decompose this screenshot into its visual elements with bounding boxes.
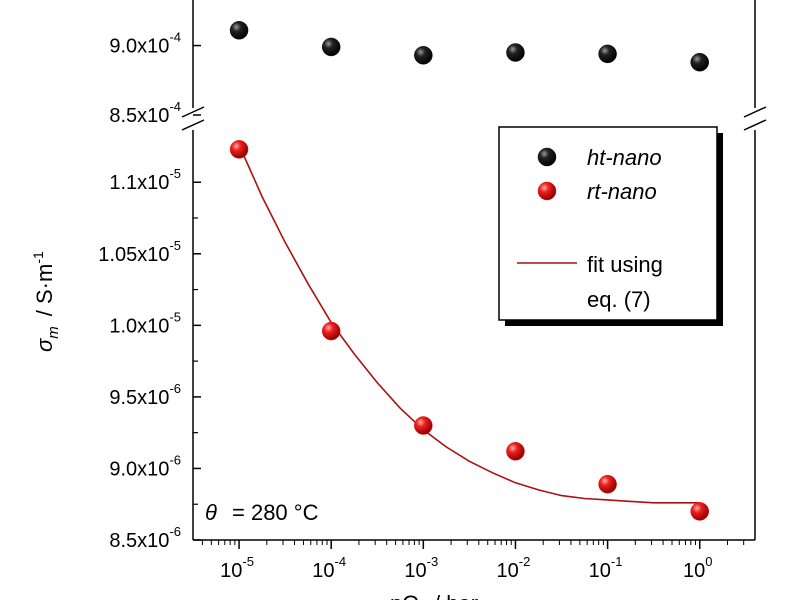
- point-rt-nano-5: [690, 502, 709, 521]
- x-axis-label: pO₂ / bar: [390, 591, 478, 600]
- point-ht-nano-3: [506, 43, 525, 62]
- axis-break-right: [743, 106, 767, 131]
- x-tick-label-1: 10-4: [312, 554, 346, 582]
- point-ht-nano-0: [229, 21, 249, 40]
- legend-fit-label-line1: fit using: [587, 252, 663, 277]
- y-tick-label-lower-3: 9.5x10-6: [109, 381, 181, 409]
- point-rt-nano-2: [414, 416, 433, 435]
- y-axis-label: σm / S·m-1: [30, 251, 62, 352]
- point-ht-nano-2: [414, 46, 433, 65]
- y-tick-label-lower-4: 9.0x10-6: [109, 452, 181, 480]
- legend-box: [498, 126, 718, 321]
- y-tick-label-upper-1: 8.5x10-4: [109, 99, 181, 127]
- legend: ht-nano rt-nano fit using eq. (7): [498, 126, 723, 326]
- point-ht-nano-1: [321, 37, 341, 57]
- theta-symbol: θ: [205, 500, 217, 525]
- y-label-unit-exp: -1: [30, 251, 46, 264]
- point-rt-nano-1: [321, 321, 341, 341]
- y-tick-label-lower-2: 1.0x10-5: [109, 309, 181, 337]
- y-tick-label-upper-0: 9.0x10-4: [109, 30, 181, 58]
- fit-line: [238, 144, 700, 504]
- x-tick-label-2: 10-3: [404, 554, 438, 582]
- x-tick-labels: 10-5 10-4 10-3 10-2 10-1 100: [201, 540, 745, 582]
- y-label-symbol: σ: [32, 338, 57, 352]
- legend-label-ht-nano: ht-nano: [587, 145, 662, 170]
- legend-marker-rt-nano: [537, 181, 557, 201]
- point-rt-nano-3: [506, 442, 525, 461]
- legend-fit-label-line2: eq. (7): [587, 287, 651, 312]
- legend-marker-ht-nano: [537, 147, 557, 167]
- y-label-subscript: m: [45, 326, 62, 339]
- x-tick-label-4: 10-1: [589, 554, 623, 582]
- axes-frame: [181, 0, 767, 541]
- axis-break-left: [181, 106, 205, 131]
- point-ht-nano-5: [690, 52, 709, 72]
- x-tick-label-5: 100: [683, 554, 712, 582]
- legend-label-rt-nano: rt-nano: [587, 179, 657, 204]
- point-ht-nano-4: [598, 44, 617, 64]
- x-tick-label-0: 10-5: [220, 554, 254, 582]
- y-tick-label-lower-1: 1.05x10-5: [98, 238, 181, 266]
- y-tick-label-lower-5: 8.5x10-6: [109, 524, 181, 552]
- x-tick-label-3: 10-2: [497, 554, 531, 582]
- y-label-unit: / S·m: [32, 264, 57, 317]
- data-points: [229, 21, 709, 521]
- y-tick-labels: 9.0x10-4 8.5x10-4 1.1x10-5 1.05x10-5 1.0x10-…: [98, 30, 201, 552]
- temperature-annotation: θ = 280 °C: [205, 500, 319, 525]
- svg-text:σm/ S·m-1: σm / S·m-1: [30, 251, 62, 352]
- temperature-text: = 280 °C: [232, 500, 319, 525]
- point-rt-nano-4: [598, 474, 617, 494]
- y-tick-label-lower-0: 1.1x10-5: [109, 166, 181, 194]
- point-rt-nano-0: [229, 140, 249, 159]
